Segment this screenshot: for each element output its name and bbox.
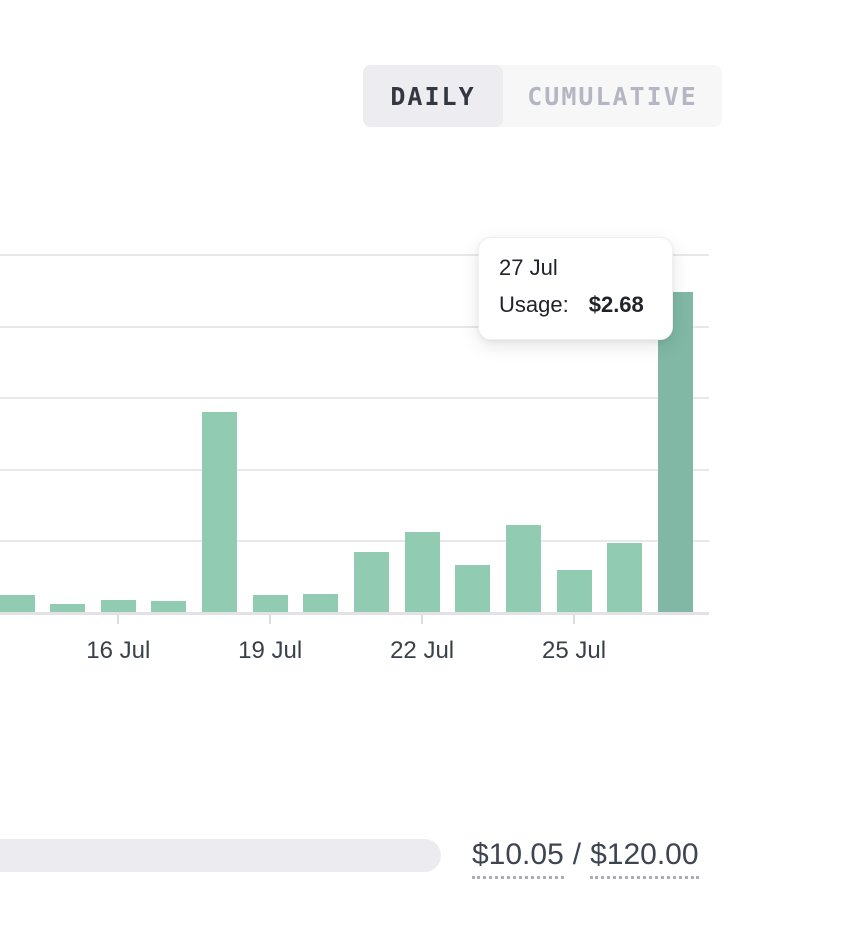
bar-24-jul[interactable]: [505, 524, 541, 612]
tooltip-usage-value: $2.68: [588, 292, 644, 317]
bar-23-jul[interactable]: [455, 565, 491, 612]
x-axis-label: 19 Jul: [238, 637, 303, 664]
bar-27-jul[interactable]: [657, 292, 693, 612]
bar-15-jul[interactable]: [50, 603, 86, 612]
bar-18-jul[interactable]: [202, 411, 238, 612]
bar-25-jul[interactable]: [556, 570, 592, 612]
usage-amount-limit[interactable]: $120.00: [590, 838, 699, 879]
x-axis-tick: [421, 615, 424, 624]
bar-26-jul[interactable]: [607, 542, 643, 612]
tooltip-date: 27 Jul: [499, 255, 558, 280]
chart-tooltip: 27 Jul Usage: $2.68: [478, 237, 673, 340]
x-axis-line: [0, 612, 709, 615]
bar-chart: 16 Jul 19 Jul 22 Jul 25 Jul: [0, 254, 709, 664]
tab-cumulative[interactable]: CUMULATIVE: [527, 81, 698, 111]
gridline: [0, 254, 709, 256]
bar-17-jul[interactable]: [151, 601, 187, 612]
view-toggle: DAILY CUMULATIVE: [363, 65, 722, 127]
gridline: [0, 468, 709, 471]
bar-21-jul[interactable]: [353, 552, 389, 612]
bar-22-jul[interactable]: [404, 532, 440, 612]
gridline: [0, 397, 709, 400]
gridline: [0, 325, 709, 328]
bar-16-jul[interactable]: [100, 600, 136, 612]
gridline: [0, 540, 709, 543]
tooltip-usage-label: Usage:: [499, 292, 569, 317]
tab-daily[interactable]: DAILY: [363, 65, 503, 127]
x-axis-label: 22 Jul: [390, 637, 455, 664]
usage-separator: /: [572, 838, 582, 871]
usage-progress-track: [0, 839, 441, 872]
usage-summary: $10.05/$120.00: [472, 838, 699, 879]
x-axis-tick: [573, 615, 576, 624]
usage-amount-used[interactable]: $10.05: [472, 838, 564, 879]
x-axis-label: 16 Jul: [86, 637, 151, 664]
bar-14-jul[interactable]: [0, 595, 35, 612]
bar-19-jul[interactable]: [252, 595, 288, 612]
x-axis-tick: [269, 615, 272, 624]
bar-20-jul[interactable]: [303, 594, 339, 612]
x-axis-label: 25 Jul: [542, 637, 607, 664]
x-axis-tick: [117, 615, 120, 624]
